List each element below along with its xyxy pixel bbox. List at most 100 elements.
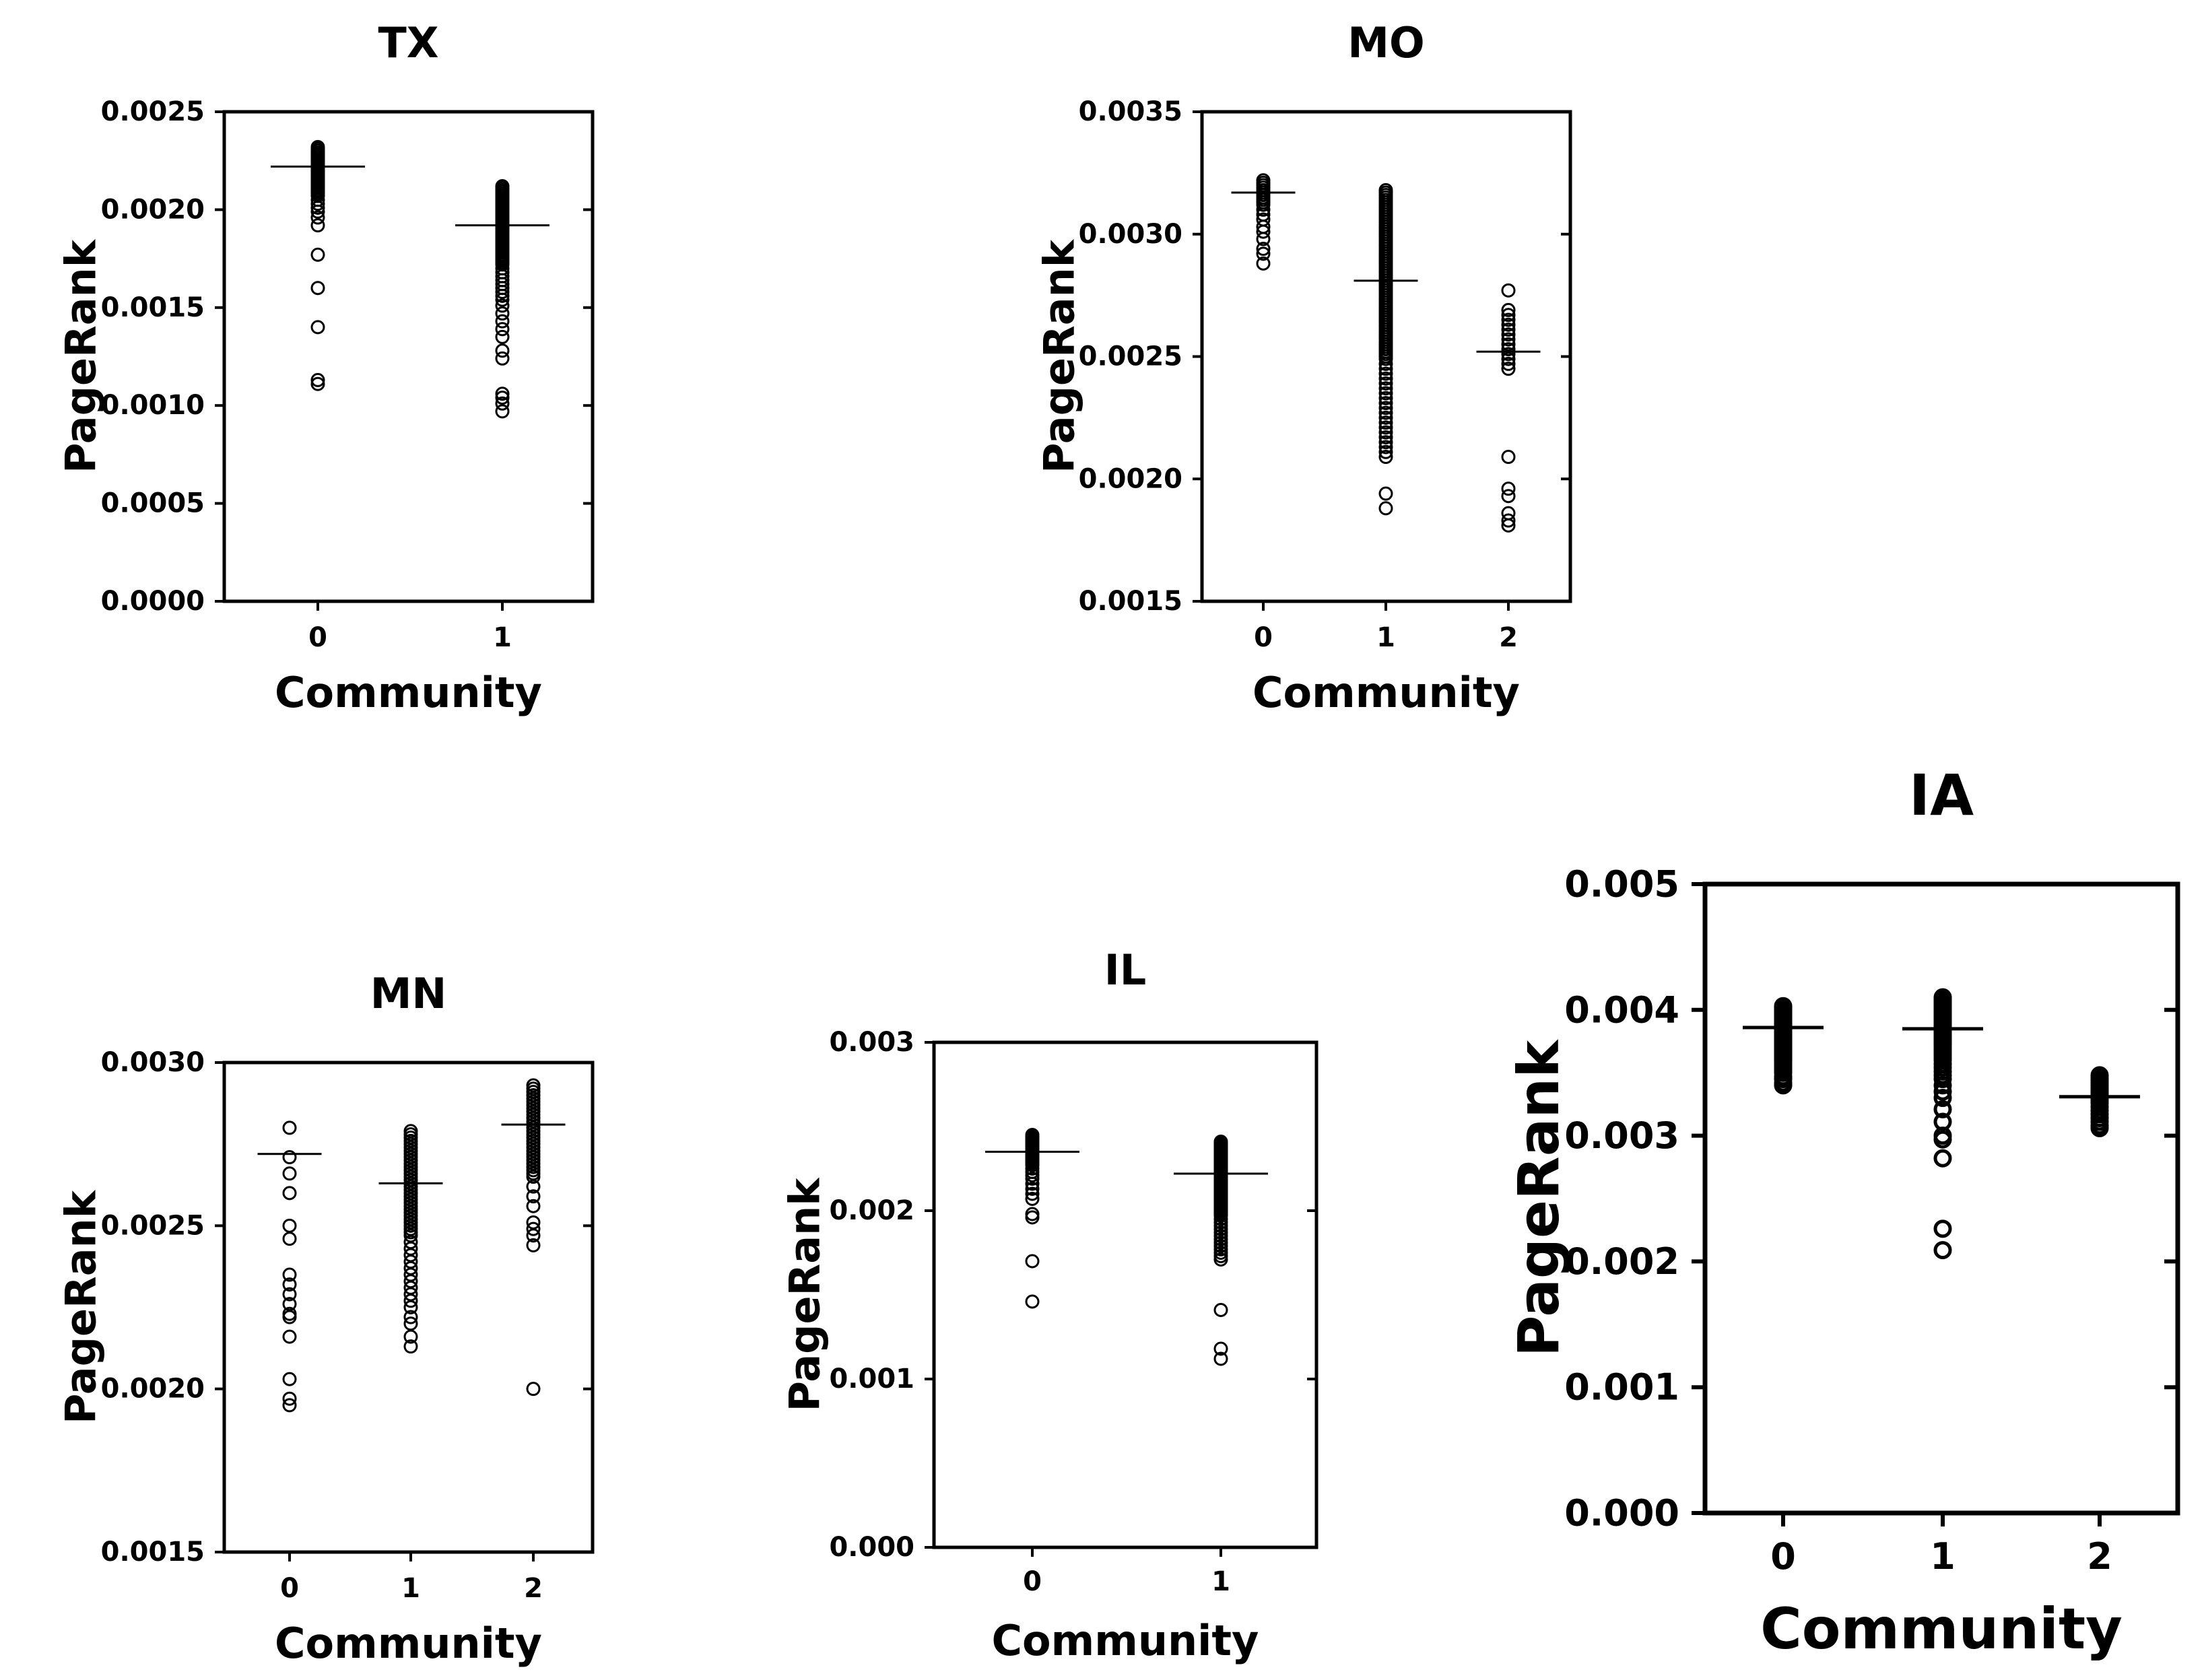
- data-point: [1378, 376, 1393, 391]
- x-tick-label: 0: [1254, 622, 1273, 653]
- data-point: [1501, 347, 1516, 362]
- data-point: [1501, 283, 1516, 298]
- data-point: [1501, 513, 1516, 528]
- y-axis-label: PageRank: [57, 238, 106, 473]
- data-point: [282, 1287, 297, 1302]
- data-point: [526, 1228, 541, 1243]
- data-point: [1256, 256, 1271, 271]
- data-point: [1933, 1082, 1952, 1101]
- data-point: [526, 1221, 541, 1236]
- data-point: [403, 1293, 418, 1308]
- data-point: [1025, 1186, 1040, 1201]
- plot-frame: [932, 1040, 1318, 1549]
- data-point: [282, 1329, 297, 1344]
- data-point: [1933, 1149, 1952, 1168]
- data-point: [1774, 1076, 1793, 1095]
- data-point: [1256, 246, 1271, 261]
- data-point: [495, 329, 510, 344]
- plot-frame: [222, 110, 595, 603]
- data-point: [1378, 425, 1393, 440]
- data-point: [1378, 396, 1393, 411]
- data-point: [282, 1372, 297, 1386]
- data-point: [1378, 381, 1393, 396]
- chart-panel-il: IL 0.000 0.001 0.002 0.003 0 1 Community PageRan…: [780, 945, 1318, 1665]
- y-tick-label: 0.001: [829, 1364, 914, 1395]
- data-point: [1378, 356, 1393, 371]
- data-point: [1501, 489, 1516, 504]
- y-tick-label: 0.0020: [101, 1374, 205, 1405]
- data-point: [310, 197, 325, 211]
- x-axis-label: Community: [275, 1619, 542, 1668]
- y-axis-label: PageRank: [57, 1189, 106, 1424]
- data-point: [1378, 450, 1393, 465]
- data-point: [1501, 302, 1516, 317]
- data-point: [282, 1398, 297, 1413]
- data-point: [310, 210, 325, 225]
- y-tick-label: 0.0000: [101, 586, 205, 617]
- data-point: [495, 288, 510, 303]
- data-point: [1933, 1089, 1952, 1108]
- x-tick-label: 2: [524, 1573, 543, 1604]
- x-tick-label: 1: [493, 622, 512, 653]
- data-point: [1501, 323, 1516, 337]
- data-point: [1378, 371, 1393, 386]
- y-tick-label: 0.0025: [101, 1210, 205, 1241]
- data-point: [403, 1339, 418, 1354]
- chart-panel-mo: MO 0.0015 0.0020 0.0025 0.0030 0.0035 0 1 2 Commu…: [1035, 18, 1572, 717]
- data-point: [1378, 405, 1393, 420]
- x-axis-label: Community: [992, 1616, 1259, 1665]
- data-point: [1213, 1252, 1228, 1267]
- data-point: [282, 1232, 297, 1246]
- data-point: [1256, 224, 1271, 239]
- data-point: [1378, 366, 1393, 381]
- data-point: [1378, 420, 1393, 435]
- data-point: [526, 1179, 541, 1194]
- data-point: [282, 1166, 297, 1181]
- data-point: [1213, 1341, 1228, 1356]
- data-point: [495, 298, 510, 313]
- y-tick-label: 0.003: [1564, 1114, 1679, 1157]
- data-point: [495, 306, 510, 321]
- data-point: [1378, 415, 1393, 430]
- y-tick-label: 0.0015: [101, 292, 205, 323]
- data-point: [1213, 1351, 1228, 1366]
- x-tick-label: 2: [2087, 1535, 2112, 1578]
- y-tick-label: 0.002: [829, 1195, 914, 1226]
- data-point: [310, 320, 325, 335]
- data-point: [1025, 1254, 1040, 1269]
- data-point: [495, 404, 510, 419]
- chart-panel-tx: TX 0.0000 0.0005 0.0010 0.0015 0.0020 0.0025 0 1…: [57, 18, 595, 717]
- data-point: [526, 1199, 541, 1213]
- data-point: [526, 1382, 541, 1397]
- data-point: [282, 1267, 297, 1282]
- data-point: [403, 1329, 418, 1344]
- data-point: [526, 1189, 541, 1204]
- chart-title: MO: [1347, 18, 1424, 67]
- data-point: [310, 200, 325, 215]
- data-point: [495, 387, 510, 401]
- data-point: [1378, 351, 1393, 366]
- data-point: [495, 351, 510, 366]
- data-point: [495, 292, 510, 307]
- data-point: [1378, 440, 1393, 455]
- data-point: [1378, 486, 1393, 501]
- data-point: [1933, 1100, 1952, 1118]
- data-point: [1933, 1076, 1952, 1095]
- x-axis-label: Community: [1253, 668, 1520, 717]
- y-tick-label: 0.000: [1564, 1492, 1679, 1535]
- x-tick-label: 0: [1023, 1566, 1042, 1597]
- data-point: [1256, 197, 1271, 212]
- data-point: [310, 218, 325, 233]
- data-point: [1256, 242, 1271, 257]
- data-point: [1501, 337, 1516, 351]
- data-point: [1501, 518, 1516, 533]
- plot-frame: [1702, 881, 2180, 1516]
- plot-frame: [222, 1061, 595, 1554]
- data-point: [1933, 1130, 1952, 1149]
- y-tick-label: 0.0030: [1079, 219, 1182, 250]
- data-point: [1378, 430, 1393, 444]
- data-point: [282, 1150, 297, 1165]
- data-point: [282, 1186, 297, 1201]
- y-tick-label: 0.0015: [1079, 586, 1182, 617]
